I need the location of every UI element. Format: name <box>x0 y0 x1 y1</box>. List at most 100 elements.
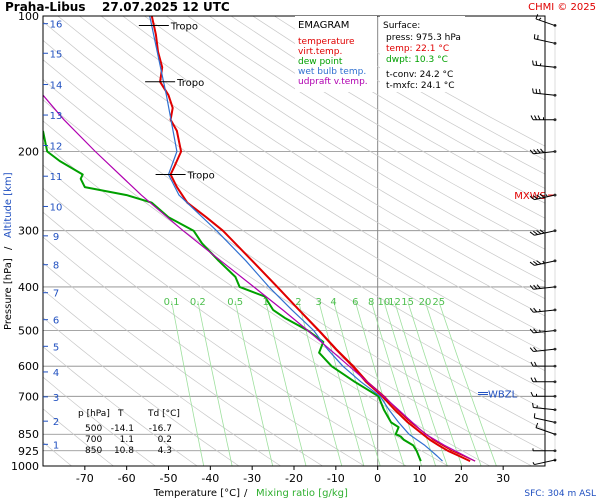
tropopause-label-0: Tropo <box>170 22 198 33</box>
km-tick-11: 11 <box>50 172 63 183</box>
wind-barb-feather <box>529 149 534 155</box>
surface-line-4: t-mxfc: 24.1 °C <box>386 81 455 91</box>
wind-barb-feather <box>529 308 534 313</box>
wind-barb <box>530 115 557 122</box>
temp-tick-30: 30 <box>496 472 510 485</box>
wind-barb-half-feather <box>539 63 542 66</box>
wind-barb-feather <box>536 148 541 154</box>
wind-barb-feather <box>533 230 538 235</box>
dry-adiabat-360 <box>43 39 545 372</box>
dry-adiabat-340 <box>43 78 545 411</box>
wind-barb-feather <box>533 195 538 200</box>
km-tick-5: 5 <box>53 342 59 353</box>
wind-barb-shaft <box>533 150 556 155</box>
temp-tick--40: -40 <box>201 472 219 485</box>
datetime-title: 27.07.2025 12 UTC <box>102 0 230 14</box>
temp-tick--60: -60 <box>118 472 136 485</box>
dry-adiabat-300 <box>43 164 491 466</box>
mixing-label-2: 2 <box>295 297 301 308</box>
wind-barb-feather <box>529 347 534 352</box>
pressure-tick-200: 200 <box>18 145 39 158</box>
legend-item-4: udpraft v.temp. <box>298 77 368 87</box>
mixing-line-0.2 <box>197 301 233 466</box>
wind-barb <box>529 328 557 334</box>
wind-barb-feather <box>539 229 545 234</box>
surface-title: Surface: <box>383 21 420 31</box>
wind-barb-shaft <box>533 309 556 313</box>
dry-adiabat-420 <box>144 16 545 266</box>
wind-barb-feather <box>534 361 537 367</box>
pressure-tick-850: 850 <box>18 428 39 441</box>
wind-barb-half-feather <box>538 17 542 21</box>
wind-barb-feather <box>540 148 545 153</box>
surface-line-0: press: 975.3 hPa <box>386 33 461 43</box>
surface-line-1: temp: 22.1 °C <box>386 44 449 54</box>
dry-adiabats <box>43 16 545 466</box>
temp-tick--20: -20 <box>285 472 303 485</box>
wind-barb <box>530 391 557 398</box>
wind-barb <box>532 60 557 69</box>
dry-adiabat-230 <box>43 346 198 466</box>
km-tick-12: 12 <box>50 142 63 153</box>
dry-adiabat-400 <box>100 16 545 300</box>
wind-barb-feather <box>530 115 534 120</box>
wind-barb-feather <box>532 402 534 408</box>
dry-adiabat-350 <box>43 59 545 391</box>
dry-adiabat-430 <box>165 16 545 250</box>
wind-barb-feather <box>535 14 539 20</box>
mixing-label-0.2: 0.2 <box>190 297 206 308</box>
dry-adiabat-440 <box>187 16 545 234</box>
wind-barb-feather <box>534 115 537 120</box>
pressure-tick-600: 600 <box>18 360 39 373</box>
wind-barb-feather <box>533 260 538 266</box>
mixing-label-4: 4 <box>330 297 336 308</box>
xlabel-separator: / <box>244 488 248 499</box>
mixing-line-15 <box>407 300 463 466</box>
dry-adiabat-290 <box>43 187 449 466</box>
mixing-label-10: 10 <box>378 297 391 308</box>
wind-barb-feather <box>536 284 541 289</box>
wind-barb-feather <box>533 34 536 39</box>
ylabel-group: Pressure [hPa] / Altitude [km] <box>3 172 14 330</box>
km-tick-14: 14 <box>50 81 63 92</box>
dry-adiabat-370 <box>43 21 545 353</box>
km-tick-3: 3 <box>53 393 59 404</box>
dry-adiabat-270 <box>43 236 365 466</box>
km-tick-2: 2 <box>53 417 59 428</box>
dry-adiabat-260 <box>43 262 323 466</box>
dry-adiabat-220 <box>43 376 156 466</box>
series-dew-point <box>43 130 422 462</box>
table-cell: 500 <box>85 424 102 434</box>
pressure-tick-300: 300 <box>18 225 39 238</box>
mixing-label-8: 8 <box>368 297 374 308</box>
wind-barb-half-feather <box>542 260 545 264</box>
legend-item-1: virt.temp. <box>298 47 342 57</box>
series-layer <box>43 16 476 463</box>
wind-barb-feather <box>529 285 534 290</box>
dry-adiabat-460 <box>230 16 545 204</box>
wind-barb-half-feather <box>532 462 535 465</box>
mixing-label-12: 12 <box>388 297 401 308</box>
mixing-label-20: 20 <box>419 297 432 308</box>
mixing-line-8 <box>370 300 422 466</box>
tropopause-label-2: Tropo <box>187 170 215 181</box>
wind-barb-feather <box>530 391 534 397</box>
legend-box <box>295 16 377 92</box>
km-tick-8: 8 <box>53 261 59 272</box>
wind-barb-feather <box>535 422 539 428</box>
legend-item-2: dew point <box>298 57 343 67</box>
wind-barb <box>529 307 557 313</box>
dry-adiabat-240 <box>43 317 240 466</box>
km-tick-10: 10 <box>50 202 63 213</box>
mixing-line-10 <box>383 300 436 466</box>
wind-barb-feather <box>535 60 538 66</box>
wind-barb <box>530 377 557 384</box>
wind-barb-feather <box>533 284 538 290</box>
wind-barb-feather <box>534 377 537 383</box>
pressure-tick-700: 700 <box>18 390 39 403</box>
mixing-label-1: 1 <box>263 297 269 308</box>
wind-barb-feather <box>530 377 534 383</box>
wind-barb-feather <box>539 193 545 198</box>
